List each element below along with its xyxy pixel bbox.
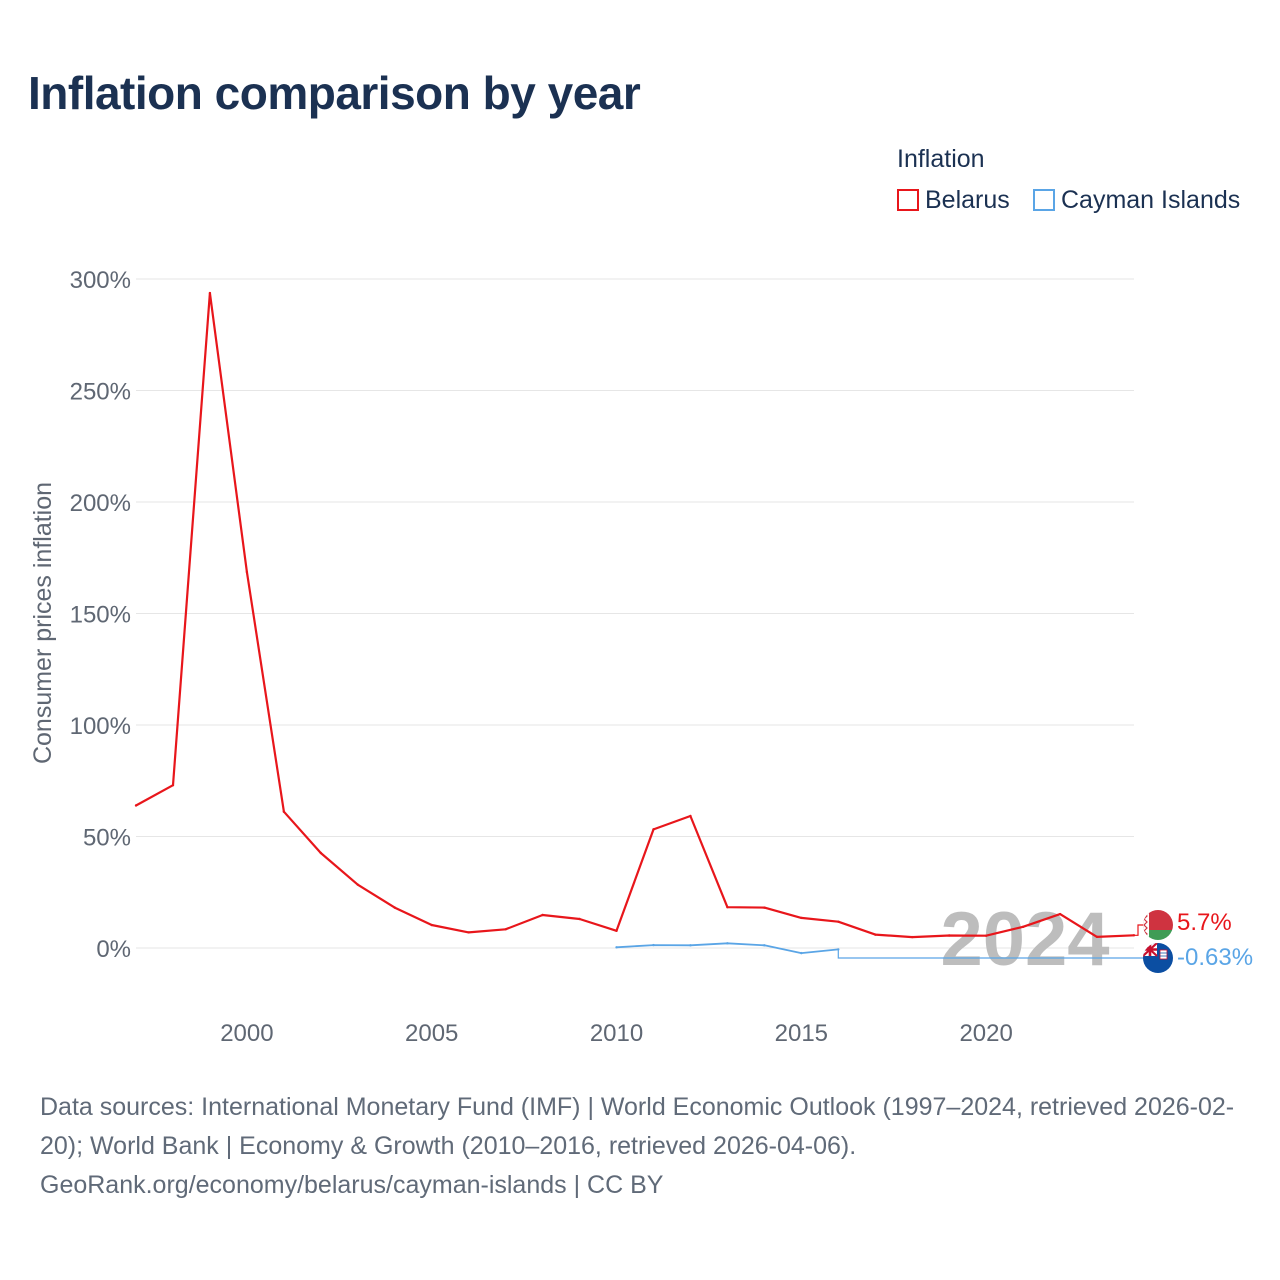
end-connector-cayman-islands: [837, 949, 1143, 959]
data-point-belarus[interactable]: [171, 784, 175, 787]
data-point-belarus[interactable]: [837, 920, 840, 923]
end-label-cayman-islands: -0.63%: [1177, 944, 1253, 971]
data-point-belarus[interactable]: [726, 905, 729, 909]
series-line-belarus[interactable]: [135, 291, 1135, 939]
y-axis-label: Consumer prices inflation: [29, 482, 57, 764]
data-point-cayman-islands[interactable]: [763, 944, 766, 947]
legend-swatch-cayman-islands: [1033, 189, 1055, 211]
y-tick-label: 0%: [96, 936, 131, 963]
y-tick-label: 250%: [70, 379, 131, 406]
line-chart: 0%50%100%150%200%250%300% 2000 2005 2010 20…: [29, 267, 1253, 1047]
data-point-belarus[interactable]: [134, 804, 138, 807]
x-tick-label: 2020: [959, 1020, 1012, 1047]
end-connector-belarus: [1134, 924, 1143, 936]
data-point-belarus[interactable]: [1058, 912, 1062, 916]
data-point-belarus[interactable]: [504, 928, 507, 931]
data-point-belarus[interactable]: [615, 929, 618, 933]
data-point-belarus[interactable]: [652, 828, 655, 831]
x-tick-label: 2000: [220, 1020, 273, 1047]
data-point-belarus[interactable]: [430, 923, 433, 927]
end-label-belarus: 5.7%: [1177, 909, 1232, 936]
x-tick-label: 2010: [590, 1020, 643, 1047]
y-tick-label: 50%: [83, 825, 131, 852]
series: [134, 291, 1143, 959]
data-point-belarus[interactable]: [763, 906, 766, 909]
data-point-cayman-islands[interactable]: [652, 943, 655, 947]
legend-title: Inflation: [897, 145, 985, 173]
y-tick-label: 200%: [70, 490, 131, 517]
data-point-belarus[interactable]: [467, 931, 470, 934]
data-point-cayman-islands[interactable]: [689, 944, 692, 947]
data-point-belarus[interactable]: [689, 814, 692, 818]
grid: [136, 278, 1134, 949]
legend-item-belarus[interactable]: Belarus: [897, 186, 1010, 214]
legend-label-belarus: Belarus: [925, 185, 1010, 214]
data-point-belarus[interactable]: [1095, 935, 1099, 939]
series-end-labels: 5.7% -0.63%: [1177, 909, 1253, 971]
data-point-belarus[interactable]: [874, 933, 877, 936]
data-sources: Data sources: International Monetary Fun…: [40, 1093, 1235, 1160]
data-point-belarus[interactable]: [947, 934, 951, 937]
x-tick-label: 2015: [775, 1020, 828, 1047]
chart-title: Inflation comparison by year: [28, 67, 641, 119]
cayman-islands-flag-icon: [1143, 943, 1173, 973]
credit-line: GeoRank.org/economy/belarus/cayman-islan…: [40, 1171, 664, 1199]
legend-label-cayman-islands: Cayman Islands: [1061, 185, 1241, 214]
current-year-watermark: 2024: [940, 897, 1109, 982]
data-point-belarus[interactable]: [800, 916, 803, 920]
x-tick-label: 2005: [405, 1020, 458, 1047]
data-point-belarus[interactable]: [578, 917, 581, 921]
data-point-cayman-islands[interactable]: [800, 951, 803, 955]
data-point-belarus[interactable]: [282, 810, 286, 813]
data-point-cayman-islands[interactable]: [615, 946, 618, 949]
y-tick-label: 300%: [70, 267, 131, 294]
x-axis-ticks: 2000 2005 2010 2015 2020: [220, 1020, 1013, 1047]
y-tick-label: 100%: [70, 713, 131, 740]
data-point-belarus[interactable]: [356, 883, 359, 886]
data-point-belarus[interactable]: [984, 934, 988, 937]
data-point-belarus[interactable]: [319, 851, 323, 855]
data-point-belarus[interactable]: [911, 935, 914, 939]
legend-item-cayman-islands[interactable]: Cayman Islands: [1033, 186, 1240, 214]
data-point-belarus[interactable]: [1021, 925, 1025, 929]
data-point-belarus[interactable]: [541, 913, 544, 917]
y-axis-ticks: 0% 50% 100% 150% 200% 250% 300%: [70, 267, 131, 963]
belarus-flag-icon: [1143, 910, 1173, 940]
data-point-belarus[interactable]: [208, 291, 212, 295]
legend-swatch-belarus: [897, 189, 919, 211]
y-tick-label: 150%: [70, 602, 131, 629]
data-point-belarus[interactable]: [245, 570, 249, 574]
chart-footer: Data sources: International Monetary Fun…: [40, 1088, 1250, 1205]
data-point-belarus[interactable]: [393, 906, 396, 909]
data-point-cayman-islands[interactable]: [726, 942, 729, 945]
